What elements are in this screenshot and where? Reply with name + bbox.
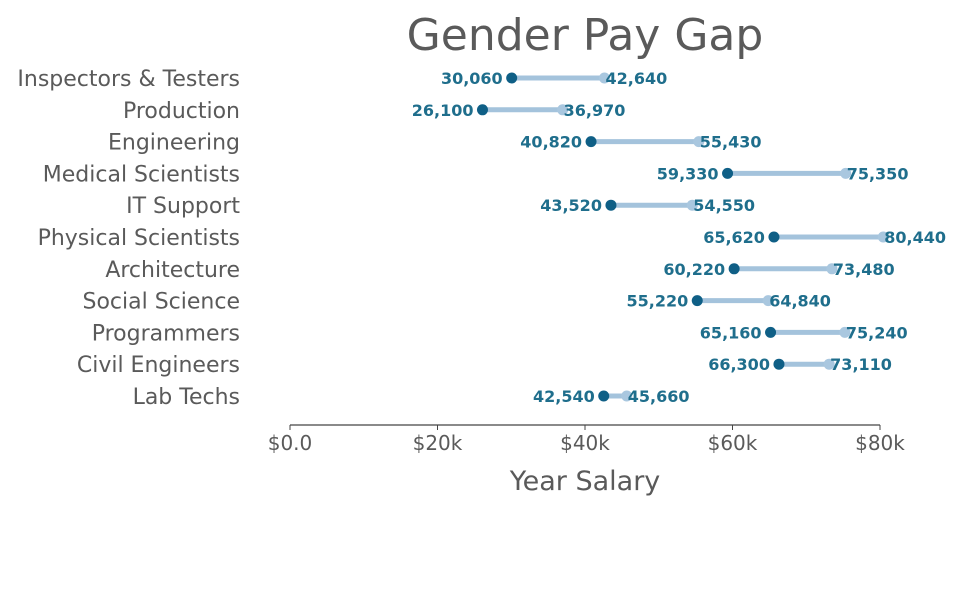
dumbbell-row: Production 26,100 36,970 (123, 99, 625, 124)
women-salary-point (476, 104, 488, 116)
men-salary-label: 36,970 (564, 101, 626, 120)
category-label: Programmers (92, 321, 240, 346)
category-label: Production (123, 99, 240, 124)
category-label: Physical Scientists (38, 226, 240, 251)
dumbbell-row: IT Support 43,520 54,550 (126, 194, 755, 219)
women-salary-point (691, 295, 703, 307)
men-salary-label: 73,110 (830, 355, 892, 374)
category-label: Social Science (82, 290, 240, 315)
dumbbell-row: Civil Engineers 66,300 73,110 (77, 353, 892, 378)
men-salary-point (598, 72, 610, 84)
men-salary-label: 42,640 (605, 69, 667, 88)
men-salary-point (823, 358, 835, 370)
men-salary-label: 80,440 (884, 228, 946, 247)
women-salary-point (728, 263, 740, 275)
women-salary-point (585, 136, 597, 148)
women-salary-point (768, 231, 780, 243)
men-salary-point (557, 104, 569, 116)
women-salary-label: 42,540 (533, 387, 595, 406)
men-salary-point (839, 326, 851, 338)
women-salary-point (773, 358, 785, 370)
category-label: Architecture (105, 258, 240, 283)
x-axis-ticks: $0.0 $20k $40k $60k $80k (268, 425, 905, 455)
x-tick-label: $80k (855, 431, 905, 455)
women-salary-point (605, 199, 617, 211)
women-salary-point (765, 326, 777, 338)
category-label: Medical Scientists (43, 162, 240, 187)
men-salary-label: 75,350 (847, 164, 909, 183)
women-salary-label: 30,060 (441, 69, 503, 88)
men-salary-point (826, 263, 838, 275)
men-salary-label: 45,660 (628, 387, 690, 406)
men-salary-point (840, 167, 852, 179)
dumbbell-row: Inspectors & Testers 30,060 42,640 (17, 67, 667, 92)
men-salary-label: 73,480 (833, 260, 895, 279)
dumbbell-row: Medical Scientists 59,330 75,350 (43, 162, 909, 187)
category-label: IT Support (126, 194, 240, 219)
x-tick-label: $60k (708, 431, 758, 455)
women-salary-label: 59,330 (657, 164, 719, 183)
women-salary-label: 55,220 (626, 292, 688, 311)
men-salary-label: 55,430 (700, 133, 762, 152)
women-salary-label: 60,220 (663, 260, 725, 279)
dumbbell-row: Programmers 65,160 75,240 (92, 321, 908, 346)
women-salary-point (722, 167, 734, 179)
women-salary-label: 66,300 (708, 355, 770, 374)
x-tick-label: $0.0 (268, 431, 313, 455)
dumbbell-row: Social Science 55,220 64,840 (82, 290, 830, 315)
women-salary-point (598, 390, 610, 402)
x-tick-label: $20k (413, 431, 463, 455)
men-salary-point (686, 199, 698, 211)
category-label: Lab Techs (133, 385, 240, 410)
dumbbell-row: Lab Techs 42,540 45,660 (133, 385, 690, 410)
women-salary-label: 65,160 (700, 323, 762, 342)
dumbbell-row: Engineering 40,820 55,430 (108, 131, 762, 156)
men-salary-point (621, 390, 633, 402)
women-salary-label: 26,100 (412, 101, 474, 120)
x-tick-label: $40k (560, 431, 610, 455)
men-salary-point (693, 136, 705, 148)
women-salary-label: 65,620 (703, 228, 765, 247)
men-salary-label: 64,840 (769, 292, 831, 311)
men-salary-point (877, 231, 889, 243)
category-label: Engineering (108, 131, 240, 156)
x-axis-title: Year Salary (509, 466, 661, 497)
chart-title: Gender Pay Gap (407, 10, 764, 61)
dumbbell-row: Architecture 60,220 73,480 (105, 258, 894, 283)
dumbbell-rows: Inspectors & Testers 30,060 42,640 Producti… (17, 67, 946, 410)
dumbbell-row: Physical Scientists 65,620 80,440 (38, 226, 946, 251)
men-salary-label: 54,550 (693, 196, 755, 215)
men-salary-point (762, 295, 774, 307)
women-salary-label: 40,820 (520, 133, 582, 152)
category-label: Inspectors & Testers (17, 67, 240, 92)
category-label: Civil Engineers (77, 353, 240, 378)
women-salary-label: 43,520 (540, 196, 602, 215)
men-salary-label: 75,240 (846, 323, 908, 342)
women-salary-point (506, 72, 518, 84)
